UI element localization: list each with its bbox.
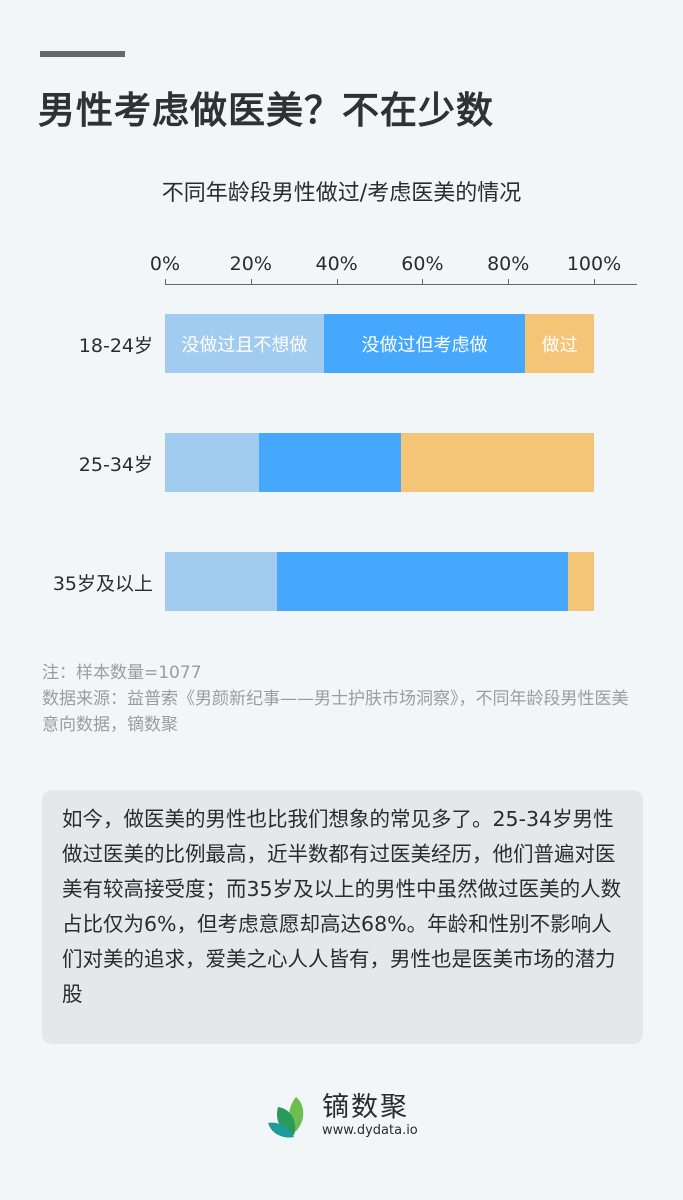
page-title: 男性考虑做医美？不在少数 xyxy=(38,89,494,132)
summary-text: 如今，做医美的男性也比我们想象的常见多了。25-34岁男性做过医美的比例最高，近… xyxy=(62,807,622,1006)
bar-segment xyxy=(259,433,401,492)
brand-name: 镝数聚 xyxy=(322,1092,409,1123)
bar-segment: 做过 xyxy=(525,314,594,373)
header-accent-rule xyxy=(40,51,125,57)
x-axis-tick-label: 80% xyxy=(487,253,530,275)
category-label: 35岁及以上 xyxy=(52,573,153,595)
x-axis-tick-label: 60% xyxy=(401,253,444,275)
brand-logo: 镝数聚 www.dydata.io xyxy=(266,1093,418,1139)
x-axis-tick-label: 100% xyxy=(566,253,622,275)
x-axis-tick xyxy=(336,279,338,285)
x-axis-tick-label: 40% xyxy=(315,253,358,275)
x-axis-tick xyxy=(250,279,252,285)
brand-url: www.dydata.io xyxy=(322,1123,418,1138)
category-label: 18-24岁 xyxy=(78,335,153,357)
bar-segment xyxy=(165,552,277,611)
bar-segment xyxy=(400,433,594,492)
sample-size-note: 注：样本数量=1077 xyxy=(42,663,202,683)
bar-segment: 没做过且不想做 xyxy=(165,314,324,373)
stacked-bar xyxy=(165,552,594,611)
x-axis-tick xyxy=(422,279,424,285)
category-label: 25-34岁 xyxy=(78,454,153,476)
x-axis-tick-label: 0% xyxy=(149,253,181,275)
chart-notes: 注：样本数量=1077 数据来源：益普索《男颜新纪事——男士护肤市场洞察》，不同… xyxy=(42,660,642,738)
bar-segment xyxy=(568,552,594,611)
x-axis-tick-label: 20% xyxy=(229,253,272,275)
leaf-logo-icon xyxy=(268,1097,304,1138)
stacked-bar: 没做过且不想做 没做过但考虑做 做过 xyxy=(165,314,594,373)
stacked-bar xyxy=(165,433,594,492)
x-axis-tick xyxy=(165,279,166,285)
summary-box: 如今，做医美的男性也比我们想象的常见多了。25-34岁男性做过医美的比例最高，近… xyxy=(42,790,643,1044)
x-axis-tick xyxy=(508,279,510,285)
bar-segment xyxy=(165,433,260,492)
bar-segment: 没做过但考虑做 xyxy=(323,314,526,373)
chart-title: 不同年龄段男性做过/考虑医美的情况 xyxy=(161,181,522,206)
bar-segment xyxy=(276,552,569,611)
x-axis-tick xyxy=(594,279,595,285)
x-axis-line xyxy=(165,284,637,285)
data-source-note: 数据来源：益普索《男颜新纪事——男士护肤市场洞察》，不同年龄段男性医美意向数据，… xyxy=(42,689,629,735)
